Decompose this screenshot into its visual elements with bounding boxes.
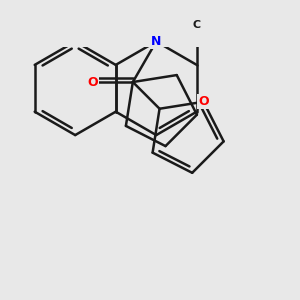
- Text: N: N: [151, 35, 161, 48]
- Text: C: C: [193, 20, 201, 30]
- Text: O: O: [198, 95, 209, 108]
- Text: O: O: [87, 76, 98, 88]
